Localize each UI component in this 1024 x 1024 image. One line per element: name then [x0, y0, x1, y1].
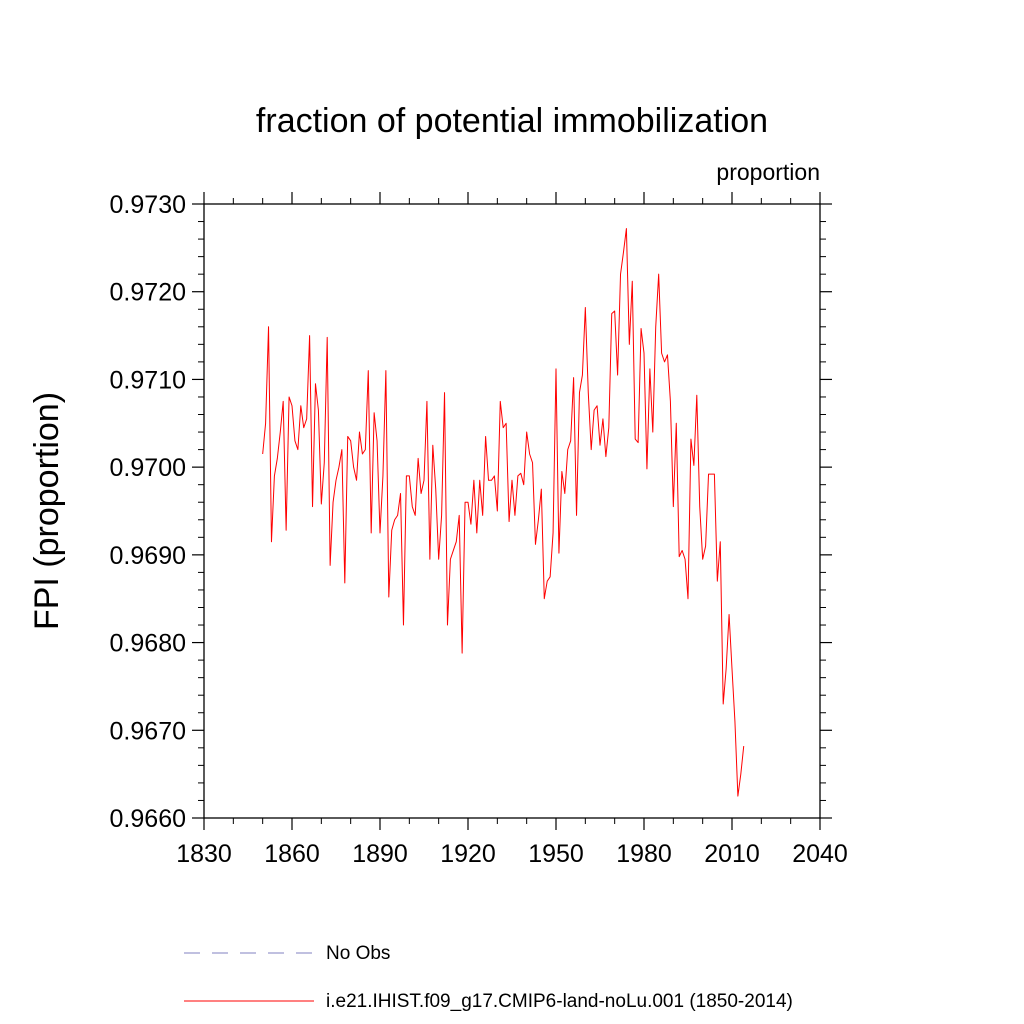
x-tick-label: 2010 — [704, 840, 760, 868]
x-tick-label: 2040 — [792, 840, 848, 868]
y-tick-label: 0.9690 — [110, 542, 186, 570]
y-tick-label: 0.9710 — [110, 366, 186, 394]
x-tick-label: 1920 — [440, 840, 496, 868]
y-tick-label: 0.9680 — [110, 630, 186, 658]
legend-label-no-obs: No Obs — [326, 943, 390, 964]
series-lines — [262, 228, 745, 797]
y-tick-label: 0.9730 — [110, 191, 186, 219]
x-tick-label: 1980 — [616, 840, 672, 868]
units-label: proportion — [716, 159, 820, 185]
legend-label-model-run: i.e21.IHIST.f09_g17.CMIP6-land-noLu.001 … — [326, 991, 793, 1012]
y-tick-label: 0.9670 — [110, 717, 186, 745]
x-tick-label: 1890 — [352, 840, 408, 868]
y-tick-label: 0.9660 — [110, 805, 186, 833]
y-tick-label: 0.9720 — [110, 279, 186, 307]
legend: No Obs i.e21.IHIST.f09_g17.CMIP6-land-no… — [184, 943, 793, 1012]
y-axis-label: FPI (proportion) — [28, 392, 66, 630]
x-tick-label: 1950 — [528, 840, 584, 868]
plot-frame — [203, 203, 821, 819]
x-tick-label: 1830 — [176, 840, 232, 868]
y-tick-label: 0.9700 — [110, 454, 186, 482]
series-line-1 — [262, 228, 745, 797]
axis-ticks: 1830 1860 1890 1920 1950 1980 2010 2040 0.9660 0.… — [110, 191, 848, 868]
x-tick-label: 1860 — [264, 840, 320, 868]
chart-title: fraction of potential immobilization — [256, 102, 768, 140]
